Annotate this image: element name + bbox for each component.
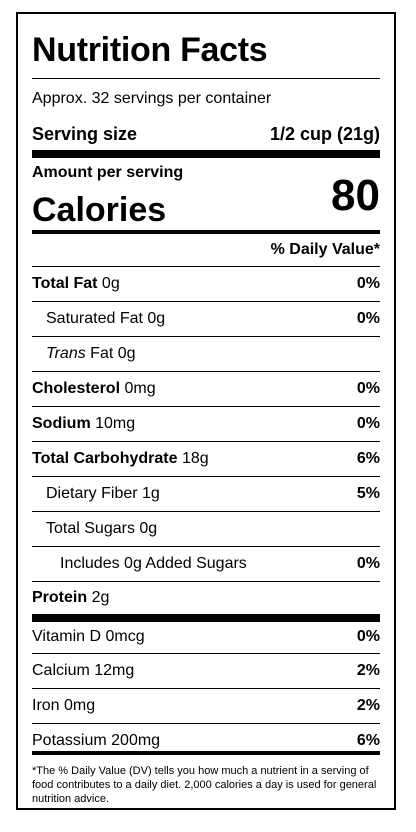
- dietary-fiber-label: Dietary Fiber 1g: [46, 485, 160, 502]
- iron-dv: 2%: [356, 697, 380, 714]
- calories-divider: [32, 230, 380, 234]
- potassium-label: Potassium 200mg: [32, 732, 161, 749]
- divider-13: [32, 723, 380, 724]
- amount-per-serving-text: Amount per serving: [32, 164, 184, 181]
- dietary-fiber-dv: 5%: [356, 485, 380, 502]
- nutrition-facts-label: Nutrition Facts Approx. 32 servings per …: [16, 12, 396, 810]
- protein-label: Protein: [32, 589, 88, 606]
- trans-fat-name: Trans Fat 0g: [32, 345, 136, 363]
- vitamin-d-label: Vitamin D 0mcg: [32, 627, 145, 645]
- cholesterol-name: Cholesterol 0mg: [32, 380, 156, 398]
- divider-3: [32, 336, 380, 337]
- divider-9: [32, 546, 380, 547]
- added-sugars-row: Includes 0g Added Sugars 0%: [32, 547, 380, 581]
- trans-fat-italic: Trans: [46, 345, 86, 362]
- calories-value: 80: [331, 171, 380, 220]
- divider-1: [32, 266, 380, 267]
- calcium-dv: 2%: [356, 662, 380, 679]
- sodium-amount: 10mg: [90, 415, 136, 432]
- cholesterol-row: Cholesterol 0mg 0%: [32, 372, 380, 406]
- divider-6: [32, 441, 380, 442]
- sodium-name: Sodium 10mg: [32, 415, 135, 433]
- total-sugars-row: Total Sugars 0g: [32, 512, 380, 546]
- cholesterol-dv: 0%: [356, 380, 380, 397]
- saturated-fat-dv: 0%: [356, 310, 380, 327]
- trans-fat-row: Trans Fat 0g: [32, 337, 380, 371]
- calcium-row: Calcium 12mg 2%: [32, 654, 380, 688]
- divider-11: [32, 653, 380, 654]
- iron-label: Iron 0mg: [32, 697, 96, 714]
- divider-7: [32, 476, 380, 477]
- added-sugars-dv: 0%: [356, 555, 380, 572]
- amount-per-serving: Amount per serving: [32, 162, 380, 184]
- serving-size-row: Serving size 1/2 cup (21g): [32, 112, 380, 156]
- total-sugars-label: Total Sugars 0g: [46, 520, 158, 537]
- saturated-fat-label: Saturated Fat 0g: [46, 310, 166, 327]
- dv-header: % Daily Value*: [270, 241, 380, 258]
- potassium-row: Potassium 200mg 6%: [32, 724, 380, 758]
- dietary-fiber-row: Dietary Fiber 1g 5%: [32, 477, 380, 511]
- divider-4: [32, 371, 380, 372]
- title-text: Nutrition Facts: [32, 30, 268, 69]
- divider-8: [32, 511, 380, 512]
- vitamin-d-row: Vitamin D 0mcg 0%: [32, 620, 380, 653]
- divider-5: [32, 406, 380, 407]
- total-fat-name: Total Fat 0g: [32, 275, 120, 293]
- footnote-divider: [32, 751, 380, 755]
- serving-size-label: Serving size: [32, 123, 138, 144]
- total-carb-name: Total Carbohydrate 18g: [32, 450, 209, 468]
- footnote: *The % Daily Value (DV) tells you how mu…: [32, 765, 377, 805]
- sodium-row: Sodium 10mg 0%: [32, 407, 380, 441]
- total-carb-row: Total Carbohydrate 18g 6%: [32, 442, 380, 476]
- total-carb-dv: 6%: [356, 450, 380, 467]
- servings-per-container: Approx. 32 servings per container: [32, 78, 380, 120]
- cholesterol-label: Cholesterol: [32, 380, 121, 397]
- cholesterol-amount: 0mg: [120, 380, 156, 397]
- total-carb-amount: 18g: [177, 450, 209, 467]
- sodium-dv: 0%: [356, 415, 380, 432]
- divider-10: [32, 581, 380, 582]
- calories-row: Calories 80: [32, 174, 380, 230]
- divider-12: [32, 688, 380, 689]
- total-fat-dv: 0%: [356, 275, 380, 292]
- thick-divider-bottom: [32, 614, 380, 622]
- total-fat-row: Total Fat 0g 0%: [32, 267, 380, 301]
- added-sugars-label: Includes 0g Added Sugars: [60, 555, 247, 572]
- servings-text: Approx. 32 servings per container: [32, 90, 272, 107]
- label-title: Nutrition Facts: [32, 30, 380, 70]
- calories-label: Calories: [32, 191, 167, 229]
- protein-row: Protein 2g: [32, 582, 380, 614]
- serving-size-value: 1/2 cup (21g): [269, 123, 380, 144]
- protein-name: Protein 2g: [32, 589, 109, 607]
- iron-row: Iron 0mg 2%: [32, 689, 380, 723]
- thick-divider-top: [32, 150, 380, 158]
- total-fat-label: Total Fat: [32, 275, 98, 292]
- title-divider: [32, 78, 380, 79]
- potassium-dv: 6%: [356, 732, 380, 749]
- saturated-fat-row: Saturated Fat 0g 0%: [32, 302, 380, 336]
- total-fat-amount: 0g: [97, 275, 120, 292]
- calcium-label: Calcium 12mg: [32, 662, 135, 679]
- divider-2: [32, 301, 380, 302]
- total-carb-label: Total Carbohydrate: [32, 450, 178, 467]
- protein-amount: 2g: [87, 589, 110, 606]
- sodium-label: Sodium: [32, 415, 91, 432]
- trans-fat-rest: Fat 0g: [85, 345, 136, 362]
- vitamin-d-dv: 0%: [356, 627, 380, 645]
- dv-header-row: % Daily Value*: [32, 234, 380, 266]
- label-content: Nutrition Facts Approx. 32 servings per …: [32, 14, 380, 808]
